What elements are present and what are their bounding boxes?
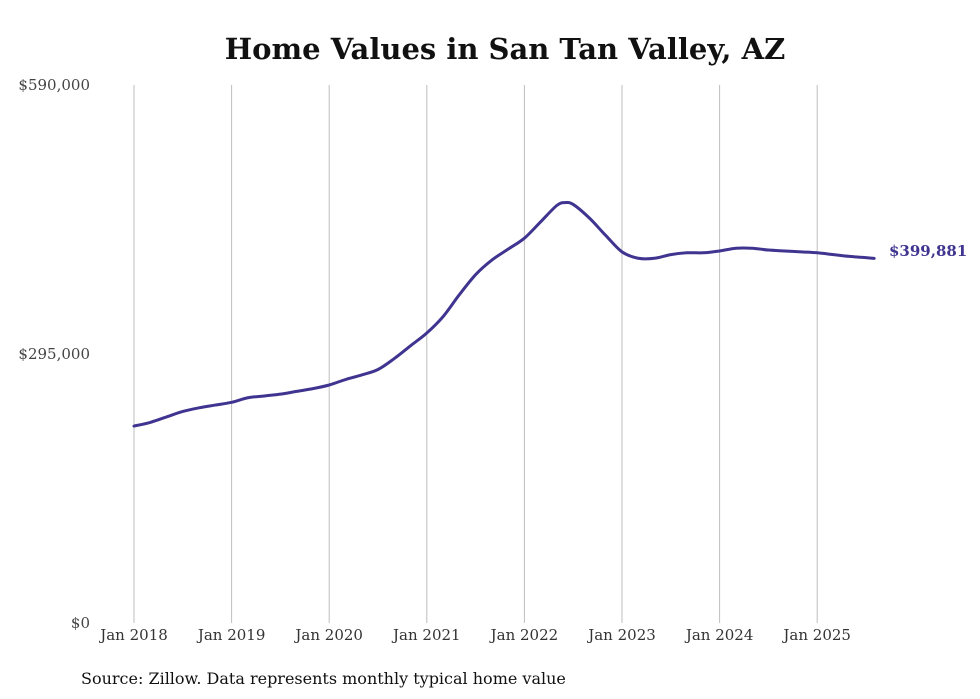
y-tick-label: $295,000 [18, 345, 90, 363]
x-tick-label: Jan 2018 [98, 626, 168, 644]
x-axis-tick-labels: Jan 2018 Jan 2019 Jan 2020 Jan 2021 Jan 2022… [98, 626, 851, 644]
y-tick-label: $0 [71, 614, 90, 632]
x-tick-label: Jan 2021 [391, 626, 461, 644]
x-tick-label: Jan 2024 [684, 626, 754, 644]
x-tick-label: Jan 2023 [586, 626, 656, 644]
series-group [132, 200, 876, 428]
y-axis-tick-labels: $0 $295,000 $590,000 [18, 76, 90, 632]
chart-title: Home Values in San Tan Valley, AZ [225, 32, 786, 66]
source-note: Source: Zillow. Data represents monthly … [81, 669, 566, 688]
y-tick-label: $590,000 [18, 76, 90, 94]
gridlines [133, 85, 818, 623]
end-value-label: $399,881 [889, 242, 967, 260]
x-tick-label: Jan 2019 [196, 626, 266, 644]
x-tick-label: Jan 2020 [293, 626, 363, 644]
x-tick-label: Jan 2022 [489, 626, 559, 644]
home-value-line [132, 200, 876, 428]
x-tick-label: Jan 2025 [781, 626, 851, 644]
